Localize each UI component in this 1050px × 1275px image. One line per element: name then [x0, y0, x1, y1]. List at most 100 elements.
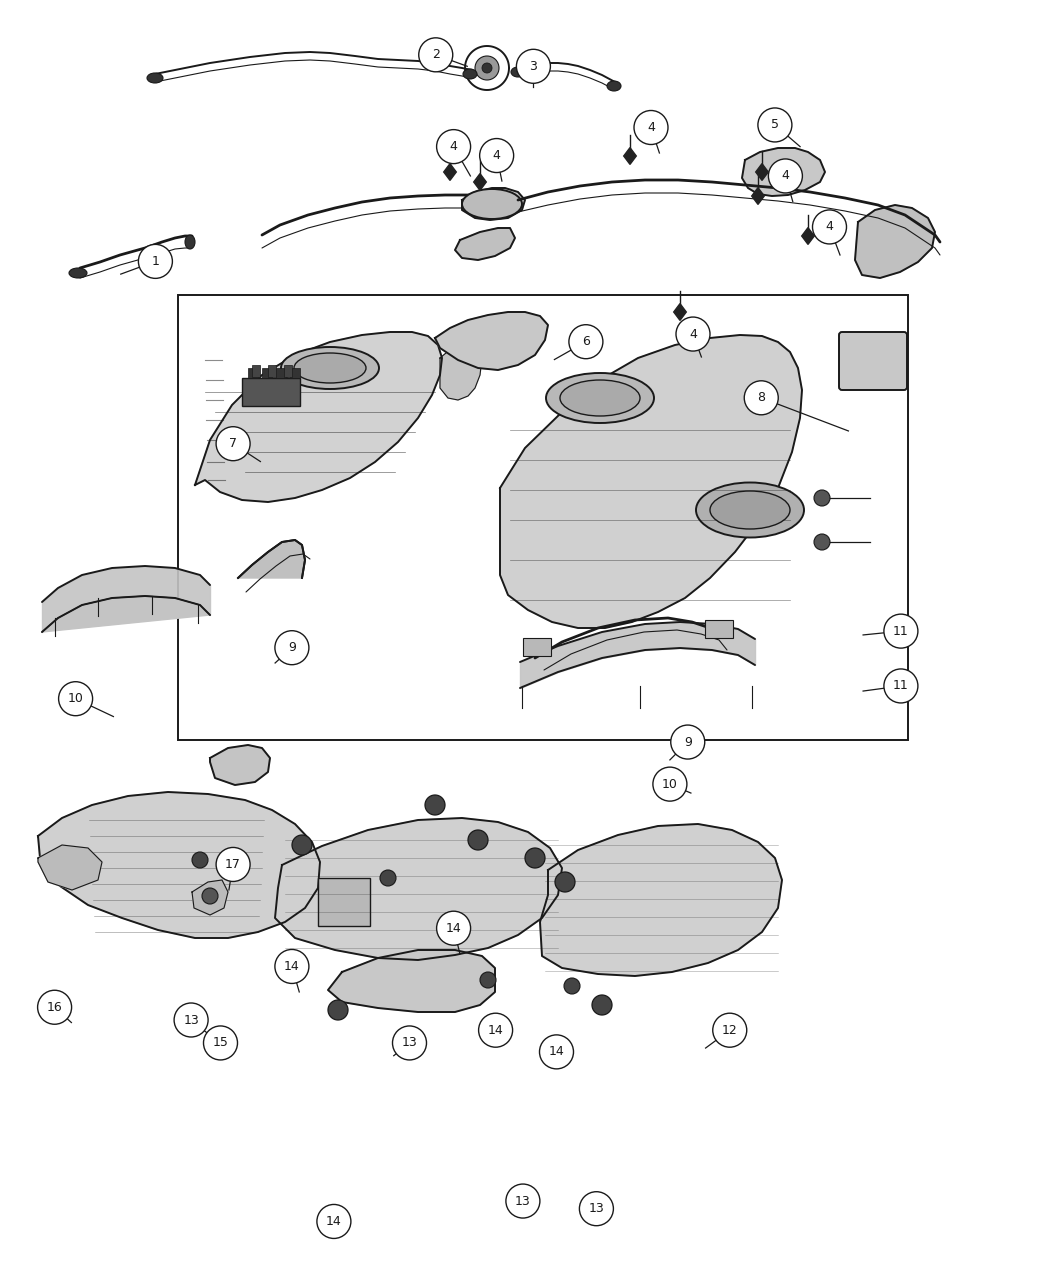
Text: 7: 7: [229, 437, 237, 450]
Ellipse shape: [463, 69, 477, 79]
Bar: [178, 295, 908, 740]
Ellipse shape: [696, 482, 804, 538]
Circle shape: [884, 615, 918, 648]
Bar: [252, 365, 260, 377]
Circle shape: [525, 848, 545, 868]
Text: 6: 6: [582, 335, 590, 348]
Text: 11: 11: [892, 625, 908, 638]
Polygon shape: [435, 312, 548, 370]
Polygon shape: [855, 205, 934, 278]
Circle shape: [139, 245, 172, 278]
Circle shape: [192, 852, 208, 868]
Circle shape: [480, 972, 496, 988]
Polygon shape: [328, 950, 495, 1012]
Text: 17: 17: [225, 858, 242, 871]
Polygon shape: [802, 228, 815, 245]
Circle shape: [204, 1026, 237, 1060]
Circle shape: [437, 912, 470, 945]
Polygon shape: [540, 824, 782, 975]
Circle shape: [275, 631, 309, 664]
Circle shape: [676, 317, 710, 351]
Text: 4: 4: [825, 221, 834, 233]
Text: 16: 16: [46, 1001, 63, 1014]
Circle shape: [275, 950, 309, 983]
Circle shape: [292, 835, 312, 856]
Bar: [705, 620, 733, 638]
Polygon shape: [38, 845, 102, 890]
Text: 10: 10: [67, 692, 84, 705]
Text: 14: 14: [548, 1046, 565, 1058]
Text: 2: 2: [432, 48, 440, 61]
Text: 13: 13: [401, 1037, 418, 1049]
Circle shape: [475, 56, 499, 80]
Ellipse shape: [147, 73, 163, 83]
Polygon shape: [455, 228, 514, 260]
Polygon shape: [192, 880, 228, 915]
Circle shape: [482, 62, 492, 73]
Bar: [268, 365, 276, 377]
Circle shape: [480, 139, 513, 172]
Polygon shape: [462, 187, 525, 221]
Text: 4: 4: [647, 121, 655, 134]
Circle shape: [59, 682, 92, 715]
Circle shape: [580, 1192, 613, 1225]
Ellipse shape: [294, 353, 366, 382]
Circle shape: [506, 1184, 540, 1218]
Text: 4: 4: [449, 140, 458, 153]
Bar: [248, 368, 258, 377]
Circle shape: [653, 768, 687, 801]
Text: 14: 14: [487, 1024, 504, 1037]
Text: 4: 4: [492, 149, 501, 162]
Circle shape: [479, 1014, 512, 1047]
Ellipse shape: [69, 268, 87, 278]
Polygon shape: [210, 745, 270, 785]
Bar: [276, 368, 286, 377]
Polygon shape: [42, 595, 210, 632]
Text: 4: 4: [781, 170, 790, 182]
Polygon shape: [742, 148, 825, 196]
Circle shape: [38, 991, 71, 1024]
Polygon shape: [444, 163, 457, 180]
Circle shape: [216, 848, 250, 881]
Text: 14: 14: [326, 1215, 341, 1228]
Ellipse shape: [462, 189, 522, 219]
Text: 14: 14: [284, 960, 300, 973]
Text: 9: 9: [684, 736, 692, 748]
Bar: [242, 377, 300, 405]
Polygon shape: [756, 163, 769, 180]
Bar: [284, 365, 292, 377]
Bar: [523, 638, 551, 657]
Polygon shape: [674, 303, 687, 320]
Circle shape: [569, 325, 603, 358]
Text: 10: 10: [662, 778, 678, 790]
Bar: [262, 368, 272, 377]
Text: 8: 8: [757, 391, 765, 404]
Polygon shape: [238, 541, 304, 578]
Polygon shape: [195, 332, 442, 502]
Circle shape: [814, 534, 830, 550]
Circle shape: [437, 130, 470, 163]
Circle shape: [380, 870, 396, 886]
Text: 5: 5: [771, 119, 779, 131]
Circle shape: [174, 1003, 208, 1037]
Circle shape: [758, 108, 792, 142]
Polygon shape: [38, 792, 320, 938]
Text: 13: 13: [588, 1202, 605, 1215]
Circle shape: [202, 887, 218, 904]
Ellipse shape: [185, 235, 195, 249]
Polygon shape: [474, 173, 486, 190]
Text: 13: 13: [183, 1014, 200, 1026]
Circle shape: [592, 994, 612, 1015]
Circle shape: [813, 210, 846, 244]
Polygon shape: [624, 148, 636, 164]
Circle shape: [517, 50, 550, 83]
Bar: [290, 368, 300, 377]
Circle shape: [425, 796, 445, 815]
Circle shape: [564, 978, 580, 995]
Circle shape: [884, 669, 918, 703]
Text: 1: 1: [151, 255, 160, 268]
Polygon shape: [440, 340, 482, 400]
Polygon shape: [275, 819, 562, 960]
Circle shape: [555, 872, 575, 892]
Ellipse shape: [511, 68, 525, 76]
